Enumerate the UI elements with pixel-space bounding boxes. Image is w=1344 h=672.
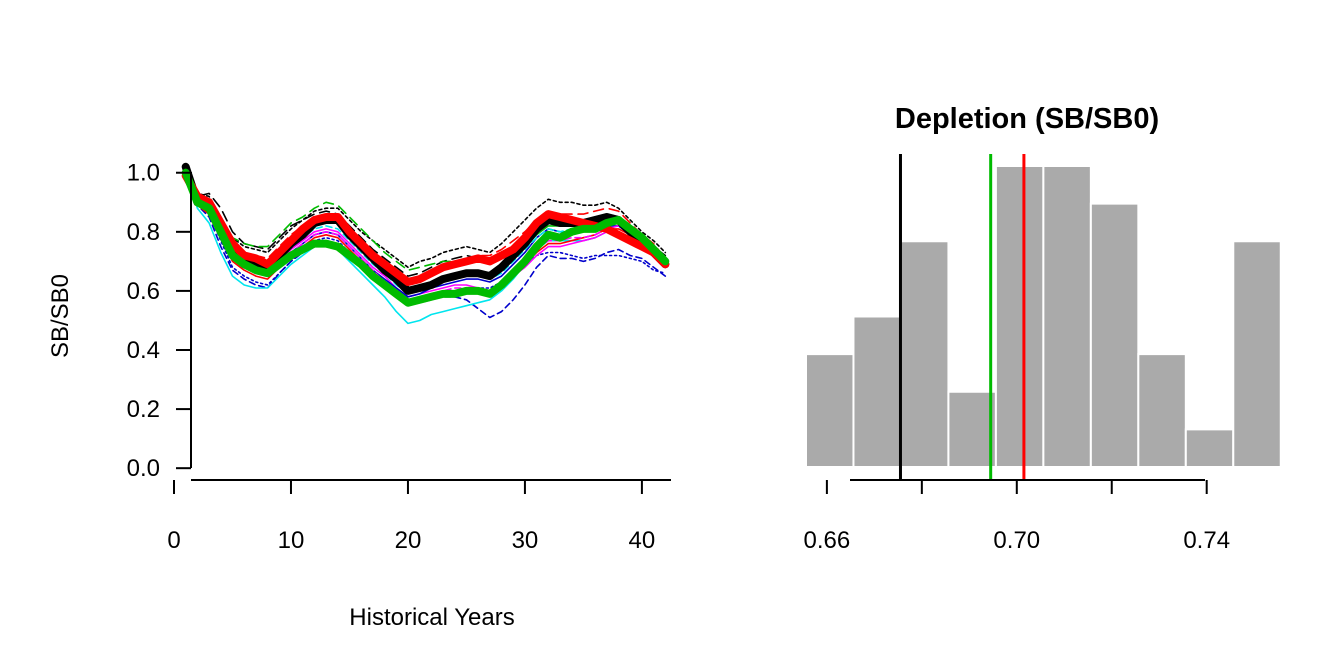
histogram-x-axis-ticks: 0.66 0.70 0.74 <box>804 480 1230 554</box>
histogram-bar <box>899 240 950 468</box>
y-tick-label: 0.4 <box>127 337 160 364</box>
y-tick-label: 0.8 <box>127 219 160 246</box>
series-line <box>181 168 670 307</box>
y-tick-label: 1.0 <box>127 160 160 187</box>
histogram-bar <box>805 353 855 468</box>
x-axis-ticks: 0 10 20 30 40 <box>167 480 655 554</box>
y-axis-title: SB/SB0 <box>47 274 74 358</box>
histogram-bar <box>852 315 902 468</box>
y-axis-ticks: 0.0 0.2 0.4 0.6 0.8 1.0 <box>127 160 191 482</box>
series-lines <box>181 162 670 325</box>
x-tick-label: 20 <box>395 527 422 554</box>
histogram-bars <box>805 165 1282 468</box>
histogram-title: Depletion (SB/SB0) <box>895 103 1159 135</box>
series-line <box>181 171 670 286</box>
histogram-x-tick-label: 0.66 <box>804 527 851 554</box>
sbsb0-time-series-panel: 0.0 0.2 0.4 0.6 0.8 1.0 0 10 20 30 40 Historical … <box>47 160 671 631</box>
histogram-bar <box>947 390 997 468</box>
depletion-histogram-panel: Depletion (SB/SB0) 0.66 0.70 0.74 <box>804 103 1282 554</box>
series-line <box>184 171 667 301</box>
reference-lines <box>898 154 1026 480</box>
histogram-bar <box>1042 165 1092 468</box>
histogram-x-tick-label: 0.74 <box>1183 527 1230 554</box>
series-line <box>184 171 667 304</box>
y-tick-label: 0.0 <box>127 455 160 482</box>
histogram-bar <box>1089 202 1140 468</box>
x-tick-label: 10 <box>278 527 305 554</box>
histogram-bar <box>1232 240 1282 468</box>
histogram-bar <box>1137 353 1187 468</box>
y-tick-label: 0.2 <box>127 396 160 423</box>
series-line <box>184 169 667 269</box>
histogram-x-tick-label: 0.70 <box>993 527 1040 554</box>
histogram-bar <box>1184 428 1235 468</box>
y-tick-label: 0.6 <box>127 278 160 305</box>
x-axis-title: Historical Years <box>349 604 514 631</box>
histogram-bar <box>994 165 1045 468</box>
x-tick-label: 40 <box>629 527 656 554</box>
x-tick-label: 0 <box>167 527 180 554</box>
x-tick-label: 30 <box>512 527 539 554</box>
